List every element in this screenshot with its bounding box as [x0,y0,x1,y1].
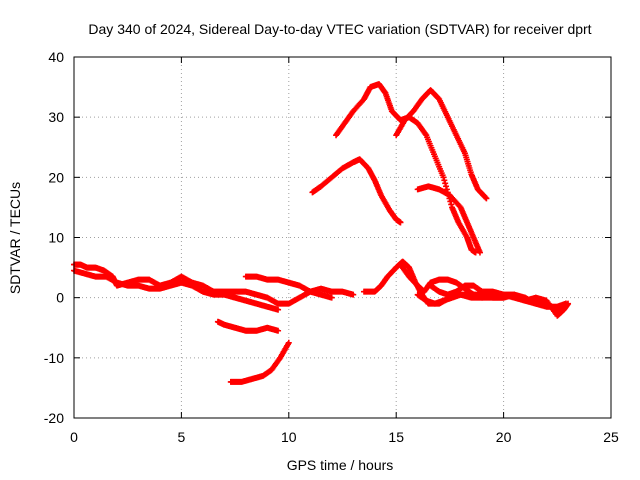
data-point [500,294,507,301]
data-point [275,306,282,313]
x-tick-label: 5 [178,429,186,445]
series-track-8 [393,87,490,202]
x-tick-label: 25 [603,429,619,445]
data-point [350,291,357,298]
series-track-7 [333,81,479,256]
x-axis-label: GPS time / hours [287,457,394,473]
series-track-13 [414,291,507,307]
data-point [440,174,447,181]
data-point [275,327,282,334]
y-tick-label: -10 [44,350,64,366]
x-tick-label: 15 [388,429,404,445]
y-tick-label: 10 [48,230,64,246]
data-point [476,249,483,256]
series-track-1 [71,261,357,307]
data-point [441,177,448,184]
x-tick-label: 20 [496,429,512,445]
y-tick-label: 30 [48,109,64,125]
series-track-12 [427,282,569,313]
data-layer [71,81,572,385]
data-point [448,201,455,208]
data-point [562,300,569,307]
data-point [442,180,449,187]
series-track-4 [227,339,292,385]
data-point [443,183,450,190]
y-axis-label: SDTVAR / TECUs [7,182,23,294]
data-point [328,294,335,301]
series-track-2 [71,267,282,313]
data-point [482,194,489,201]
y-tick-label: 40 [48,49,64,65]
series-track-5 [242,273,335,301]
x-tick-label: 0 [70,429,78,445]
series-track-6 [309,156,404,226]
data-point [397,219,404,226]
y-tick-label: -20 [44,410,64,426]
series-track-3 [214,318,282,334]
y-tick-label: 20 [48,169,64,185]
tick-layer: 0 5 10 15 20 25 -20 -10 0 10 20 30 40 [44,49,619,445]
x-tick-label: 10 [281,429,297,445]
grid-layer [74,57,611,418]
series-track-9 [414,183,483,256]
data-point [285,339,292,346]
chart-title: Day 340 of 2024, Sidereal Day-to-day VTE… [88,21,591,37]
y-tick-label: 0 [56,290,64,306]
data-point [483,195,490,202]
